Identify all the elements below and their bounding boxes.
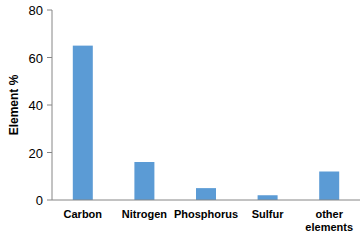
x-tick-label: Phosphorus (174, 208, 238, 220)
bar (134, 162, 154, 200)
bar (73, 46, 93, 200)
y-tick-label: 40 (29, 98, 43, 113)
y-tick-label: 0 (36, 193, 43, 208)
y-tick (47, 10, 52, 11)
y-tick (47, 105, 52, 106)
chart: 0 20 40 60 80 Carbon Nitrogen Phosphorus Sulfur o… (0, 0, 364, 245)
x-tick-label: Nitrogen (122, 208, 168, 220)
y-tick (47, 152, 52, 153)
label-line: other (315, 208, 343, 220)
label-line: elements (305, 221, 353, 233)
bar (258, 195, 278, 200)
y-tick (47, 200, 52, 201)
bars (73, 46, 339, 200)
y-axis-title: Element % (7, 74, 21, 135)
bar (196, 188, 216, 200)
x-tick-label: otherelements (305, 208, 353, 233)
y-tick-label: 20 (29, 146, 43, 161)
x-tick-label: Sulfur (252, 208, 284, 220)
y-tick (47, 57, 52, 58)
y-tick-label: 80 (29, 3, 43, 18)
x-tick-label: Carbon (64, 208, 103, 220)
bar (319, 172, 339, 201)
y-tick-label: 60 (29, 51, 43, 66)
x-axis-line (52, 200, 360, 201)
